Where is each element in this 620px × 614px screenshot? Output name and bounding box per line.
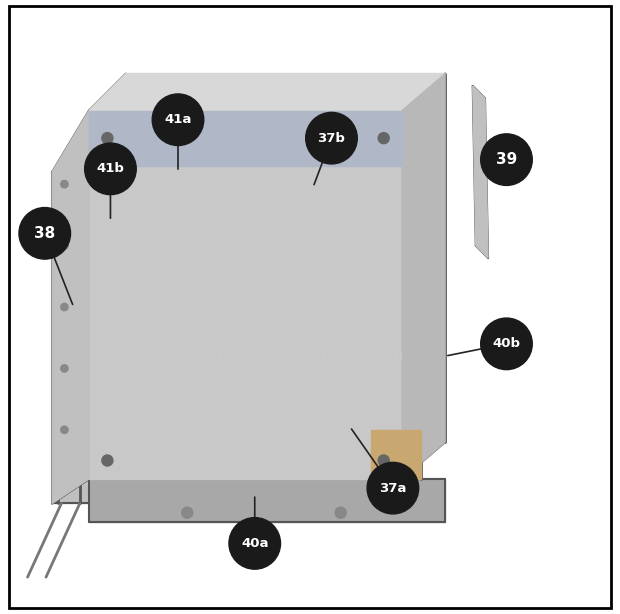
Text: eReplacementParts.com: eReplacementParts.com: [217, 349, 403, 363]
Circle shape: [229, 518, 280, 569]
Polygon shape: [472, 86, 488, 258]
Circle shape: [61, 181, 68, 188]
Text: 37b: 37b: [317, 131, 345, 145]
Circle shape: [102, 455, 113, 466]
Circle shape: [306, 112, 357, 164]
Circle shape: [61, 242, 68, 249]
Circle shape: [367, 462, 418, 514]
Polygon shape: [89, 74, 445, 111]
Text: 40b: 40b: [492, 337, 520, 351]
Circle shape: [19, 208, 71, 259]
Polygon shape: [52, 479, 445, 503]
Text: 38: 38: [34, 226, 55, 241]
Text: 39: 39: [496, 152, 517, 167]
Circle shape: [480, 134, 532, 185]
Polygon shape: [402, 74, 445, 479]
Circle shape: [85, 143, 136, 195]
Polygon shape: [52, 111, 89, 503]
Circle shape: [480, 318, 532, 370]
Polygon shape: [89, 111, 402, 479]
Text: 40a: 40a: [241, 537, 268, 550]
Circle shape: [102, 133, 113, 144]
Circle shape: [61, 426, 68, 433]
Text: 37a: 37a: [379, 481, 407, 495]
Circle shape: [378, 133, 389, 144]
Circle shape: [61, 303, 68, 311]
Polygon shape: [371, 430, 420, 479]
Polygon shape: [89, 111, 402, 166]
Text: 41a: 41a: [164, 113, 192, 126]
Circle shape: [335, 507, 346, 518]
Polygon shape: [89, 479, 445, 522]
Circle shape: [152, 94, 204, 146]
Circle shape: [61, 365, 68, 372]
Text: 41b: 41b: [97, 162, 125, 176]
Circle shape: [182, 507, 193, 518]
Circle shape: [378, 455, 389, 466]
